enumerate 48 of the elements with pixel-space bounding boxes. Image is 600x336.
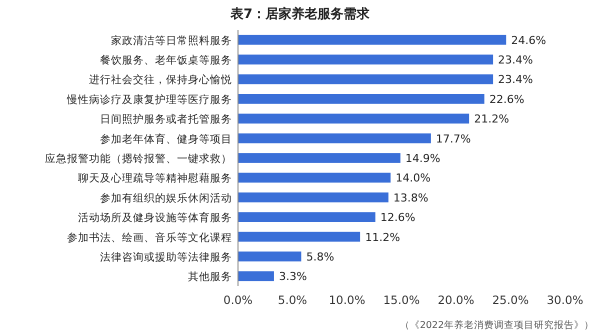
bar — [238, 54, 494, 64]
y-tick-label: 聊天及心理疏导等精神慰藉服务 — [78, 172, 232, 185]
bar — [238, 74, 494, 84]
y-tick-label: 应急报警功能（摁铃报警、一键求救） — [45, 152, 232, 165]
x-tick-label: 30.0% — [546, 293, 584, 307]
y-tick-label: 家政清洁等日常照料服务 — [111, 34, 232, 47]
x-tick-label: 5.0% — [278, 293, 308, 307]
y-tick-label: 其他服务 — [188, 270, 232, 284]
data-label: 17.7% — [436, 132, 471, 146]
y-tick-label: 参加老年体育、健身等项目 — [100, 132, 232, 146]
bar — [238, 271, 274, 282]
y-tick-label: 日间照护服务或者托管服务 — [100, 112, 232, 126]
data-label: 12.6% — [380, 211, 416, 224]
data-label: 23.4% — [498, 73, 534, 86]
x-tick-label: 25.0% — [492, 293, 529, 307]
data-label: 22.6% — [489, 92, 524, 106]
x-tick-label: 15.0% — [383, 293, 420, 307]
x-tick-label: 0.0% — [223, 293, 253, 307]
data-label: 23.4% — [498, 54, 534, 67]
x-tick-label: 10.0% — [328, 293, 366, 307]
bar — [238, 232, 360, 242]
data-label: 14.9% — [405, 152, 440, 165]
data-label: 3.3% — [278, 270, 307, 284]
bar — [238, 94, 484, 104]
bar — [238, 192, 388, 202]
bar — [238, 133, 431, 144]
bar — [238, 114, 470, 124]
y-tick-label: 法律咨询或援助等法律服务 — [100, 250, 232, 264]
data-label: 21.2% — [474, 112, 510, 126]
bar — [238, 212, 376, 222]
y-tick-label: 参加书法、绘画、音乐等文化课程 — [67, 230, 232, 244]
data-label: 24.6% — [511, 34, 546, 47]
y-tick-label: 参加有组织的娱乐休闲活动 — [100, 191, 232, 204]
y-tick-label: 餐饮服务、老年饭桌等服务 — [100, 54, 232, 67]
data-label: 11.2% — [365, 230, 400, 244]
y-tick-label: 进行社会交往，保持身心愉悦 — [89, 73, 232, 86]
chart-title: 表7：居家养老服务需求 — [229, 6, 371, 22]
data-label: 13.8% — [393, 191, 428, 204]
y-tick-label: 慢性病诊疗及康复护理等医疗服务 — [66, 92, 232, 106]
bar — [238, 153, 400, 163]
bar — [238, 252, 302, 262]
data-label: 5.8% — [306, 250, 334, 264]
data-label: 14.0% — [396, 172, 431, 185]
bar — [238, 34, 506, 45]
bar — [238, 172, 391, 183]
y-tick-label: 活动场所及健身设施等体育服务 — [78, 211, 232, 224]
x-tick-label: 20.0% — [438, 293, 474, 307]
text: （《2022年养老消费调查项目研究报告》） — [400, 319, 594, 331]
